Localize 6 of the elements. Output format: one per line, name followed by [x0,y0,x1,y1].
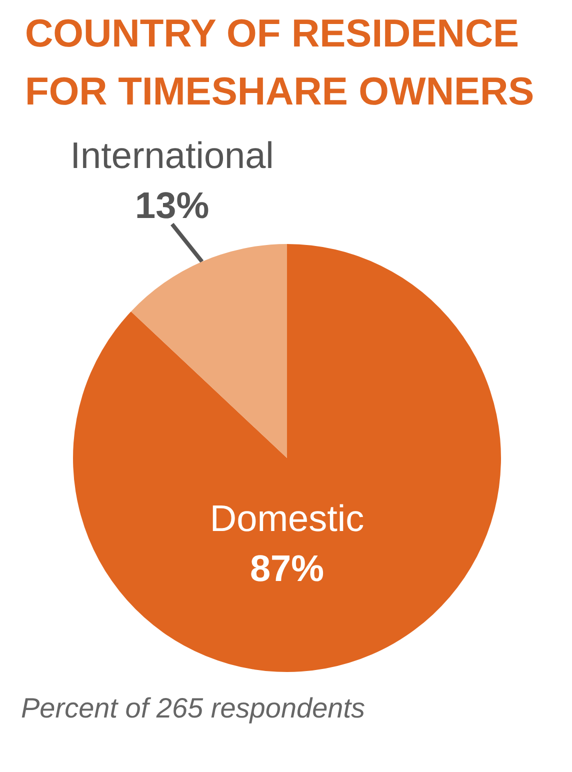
text: Percent of 265 respondents [21,692,366,724]
chart-title: COUNTRY OF RESIDENCE FOR TIMESHARE OWNERS [25,12,534,114]
data-label: 87% [250,548,324,590]
slice-label: Domestic [210,498,364,540]
slice-label: International [70,135,274,176]
data-label: 13% [135,185,210,226]
